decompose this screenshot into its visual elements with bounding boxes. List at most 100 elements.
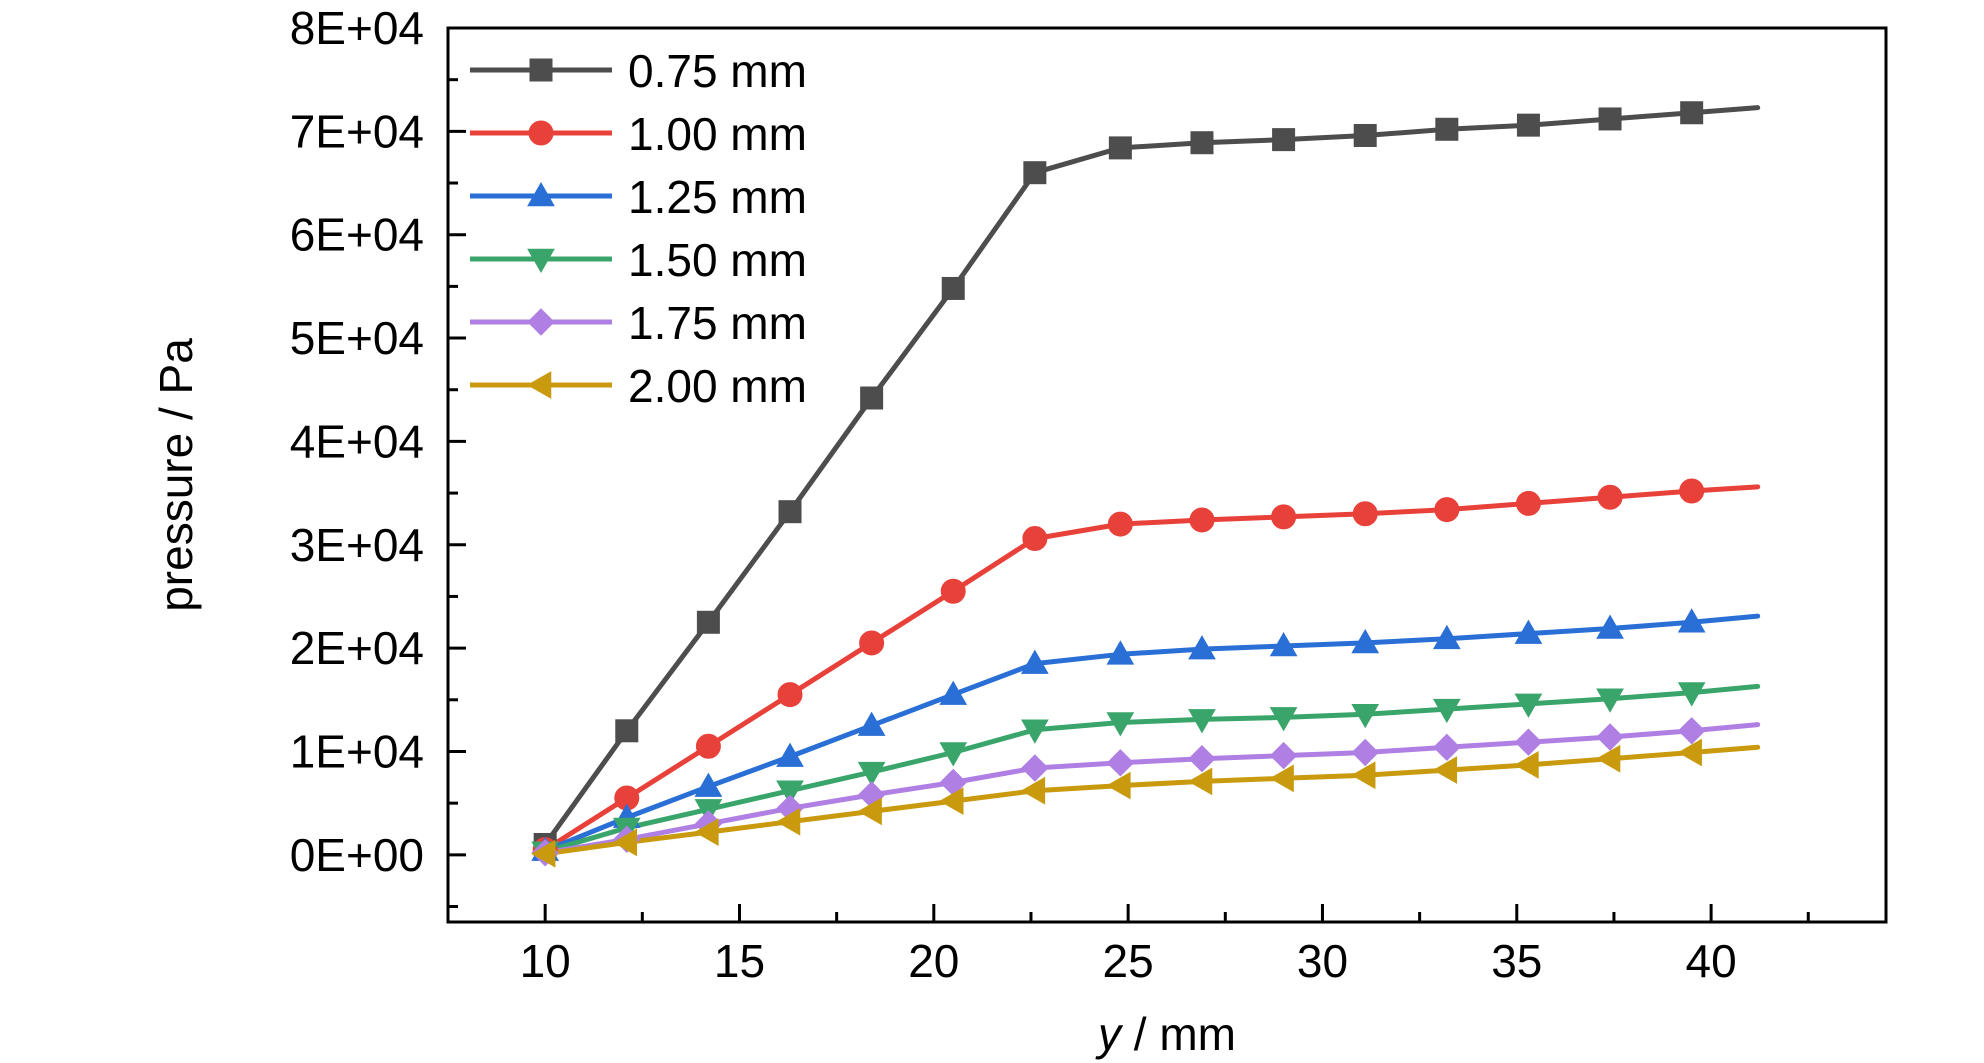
y-tick-label: 1E+04 — [290, 725, 424, 777]
data-point — [1597, 484, 1623, 510]
legend-item: 1.50 mm — [470, 234, 807, 286]
data-point — [1432, 698, 1461, 724]
data-point — [694, 772, 723, 797]
series-lines — [542, 105, 1761, 857]
data-point — [1434, 497, 1460, 523]
data-point — [857, 761, 886, 787]
data-point — [1351, 628, 1380, 654]
data-point — [1188, 709, 1216, 734]
data-point — [1107, 511, 1133, 537]
data-point — [1515, 490, 1541, 516]
data-point — [1271, 504, 1297, 530]
data-point — [1679, 478, 1705, 504]
data-point — [1106, 771, 1131, 800]
data-point — [939, 680, 968, 705]
series-line-2 — [542, 484, 1761, 853]
legend-marker — [528, 120, 554, 146]
data-point — [1596, 723, 1624, 751]
x-tick-label: 25 — [1103, 935, 1154, 987]
data-point — [1188, 635, 1216, 660]
legend: 0.75 mm 1.00 mm 1.25 mm 1.50 mm 1.75 mm 2.00 … — [470, 45, 807, 412]
data-point — [1187, 767, 1213, 796]
data-point — [1106, 640, 1135, 665]
x-tick-label: 15 — [714, 935, 765, 987]
legend-item: 2.00 mm — [470, 360, 807, 412]
data-point — [696, 610, 720, 634]
data-point — [941, 276, 965, 300]
legend-item: 0.75 mm — [470, 45, 807, 97]
data-point — [1272, 128, 1296, 152]
data-point — [1677, 738, 1702, 767]
data-point — [857, 711, 886, 736]
data-point — [1516, 113, 1540, 137]
data-point — [1351, 704, 1380, 729]
x-tick-label: 10 — [520, 935, 571, 987]
data-point — [1023, 161, 1047, 185]
data-point — [1108, 136, 1132, 160]
data-point — [940, 578, 966, 604]
legend-marker — [527, 308, 555, 336]
data-point — [1677, 717, 1706, 745]
data-point — [1106, 712, 1135, 737]
data-point — [1352, 501, 1378, 527]
y-tick-label: 4E+04 — [290, 415, 424, 467]
data-point — [857, 797, 882, 826]
legend-item: 1.75 mm — [470, 297, 807, 349]
x-tick-label: 20 — [908, 935, 959, 987]
data-point — [1514, 728, 1543, 756]
y-tick-label: 7E+04 — [290, 105, 424, 157]
data-point — [612, 828, 638, 857]
data-point — [777, 682, 803, 708]
data-point — [776, 807, 801, 836]
y-tick-label: 6E+04 — [290, 209, 424, 261]
x-tick-label: 30 — [1297, 935, 1348, 987]
data-point — [615, 719, 639, 743]
data-point — [1351, 761, 1376, 790]
data-point — [1106, 749, 1135, 777]
x-axis-title: y / mm — [1095, 1008, 1236, 1060]
data-point — [1432, 624, 1461, 650]
data-point — [1021, 754, 1049, 782]
legend-label: 0.75 mm — [628, 45, 807, 97]
data-point — [1269, 764, 1294, 793]
data-point — [1677, 608, 1706, 633]
x-tick-label: 40 — [1686, 935, 1737, 987]
legend-item: 1.00 mm — [470, 108, 807, 160]
data-point — [695, 733, 721, 759]
series-line-3 — [542, 613, 1761, 854]
legend-marker — [529, 58, 553, 82]
y-axis: 0E+00 1E+04 2E+04 3E+04 4E+04 5E+04 6E+04 7E+04… — [290, 2, 466, 908]
series-line-1 — [542, 105, 1761, 847]
data-point — [694, 818, 719, 846]
data-point — [1269, 741, 1298, 770]
series-line-6 — [542, 744, 1761, 857]
legend-label: 2.00 mm — [628, 360, 807, 412]
data-point — [860, 386, 884, 410]
x-tick-label: 35 — [1491, 935, 1542, 987]
y-tick-label: 2E+04 — [290, 622, 424, 674]
y-tick-label: 5E+04 — [290, 312, 424, 364]
data-point — [859, 630, 885, 656]
legend-label: 1.00 mm — [628, 108, 807, 160]
data-point — [1598, 107, 1622, 131]
data-point — [1677, 682, 1706, 707]
data-point — [1190, 131, 1214, 155]
series-line-4 — [542, 683, 1761, 855]
legend-marker — [527, 248, 555, 274]
data-point — [1514, 693, 1543, 718]
data-point — [1514, 619, 1543, 644]
y-tick-label: 3E+04 — [290, 519, 424, 571]
data-point — [939, 787, 964, 815]
data-point — [1353, 123, 1377, 147]
legend-item: 1.25 mm — [470, 171, 807, 223]
data-point — [1514, 751, 1539, 779]
data-point — [1433, 733, 1461, 762]
x-axis-title-unit: / mm — [1121, 1008, 1236, 1060]
data-point — [1596, 744, 1621, 773]
data-point — [939, 742, 968, 767]
plot-frame — [446, 26, 1888, 924]
data-point — [1020, 776, 1046, 805]
series-line-5 — [542, 722, 1761, 856]
legend-label: 1.50 mm — [628, 234, 807, 286]
